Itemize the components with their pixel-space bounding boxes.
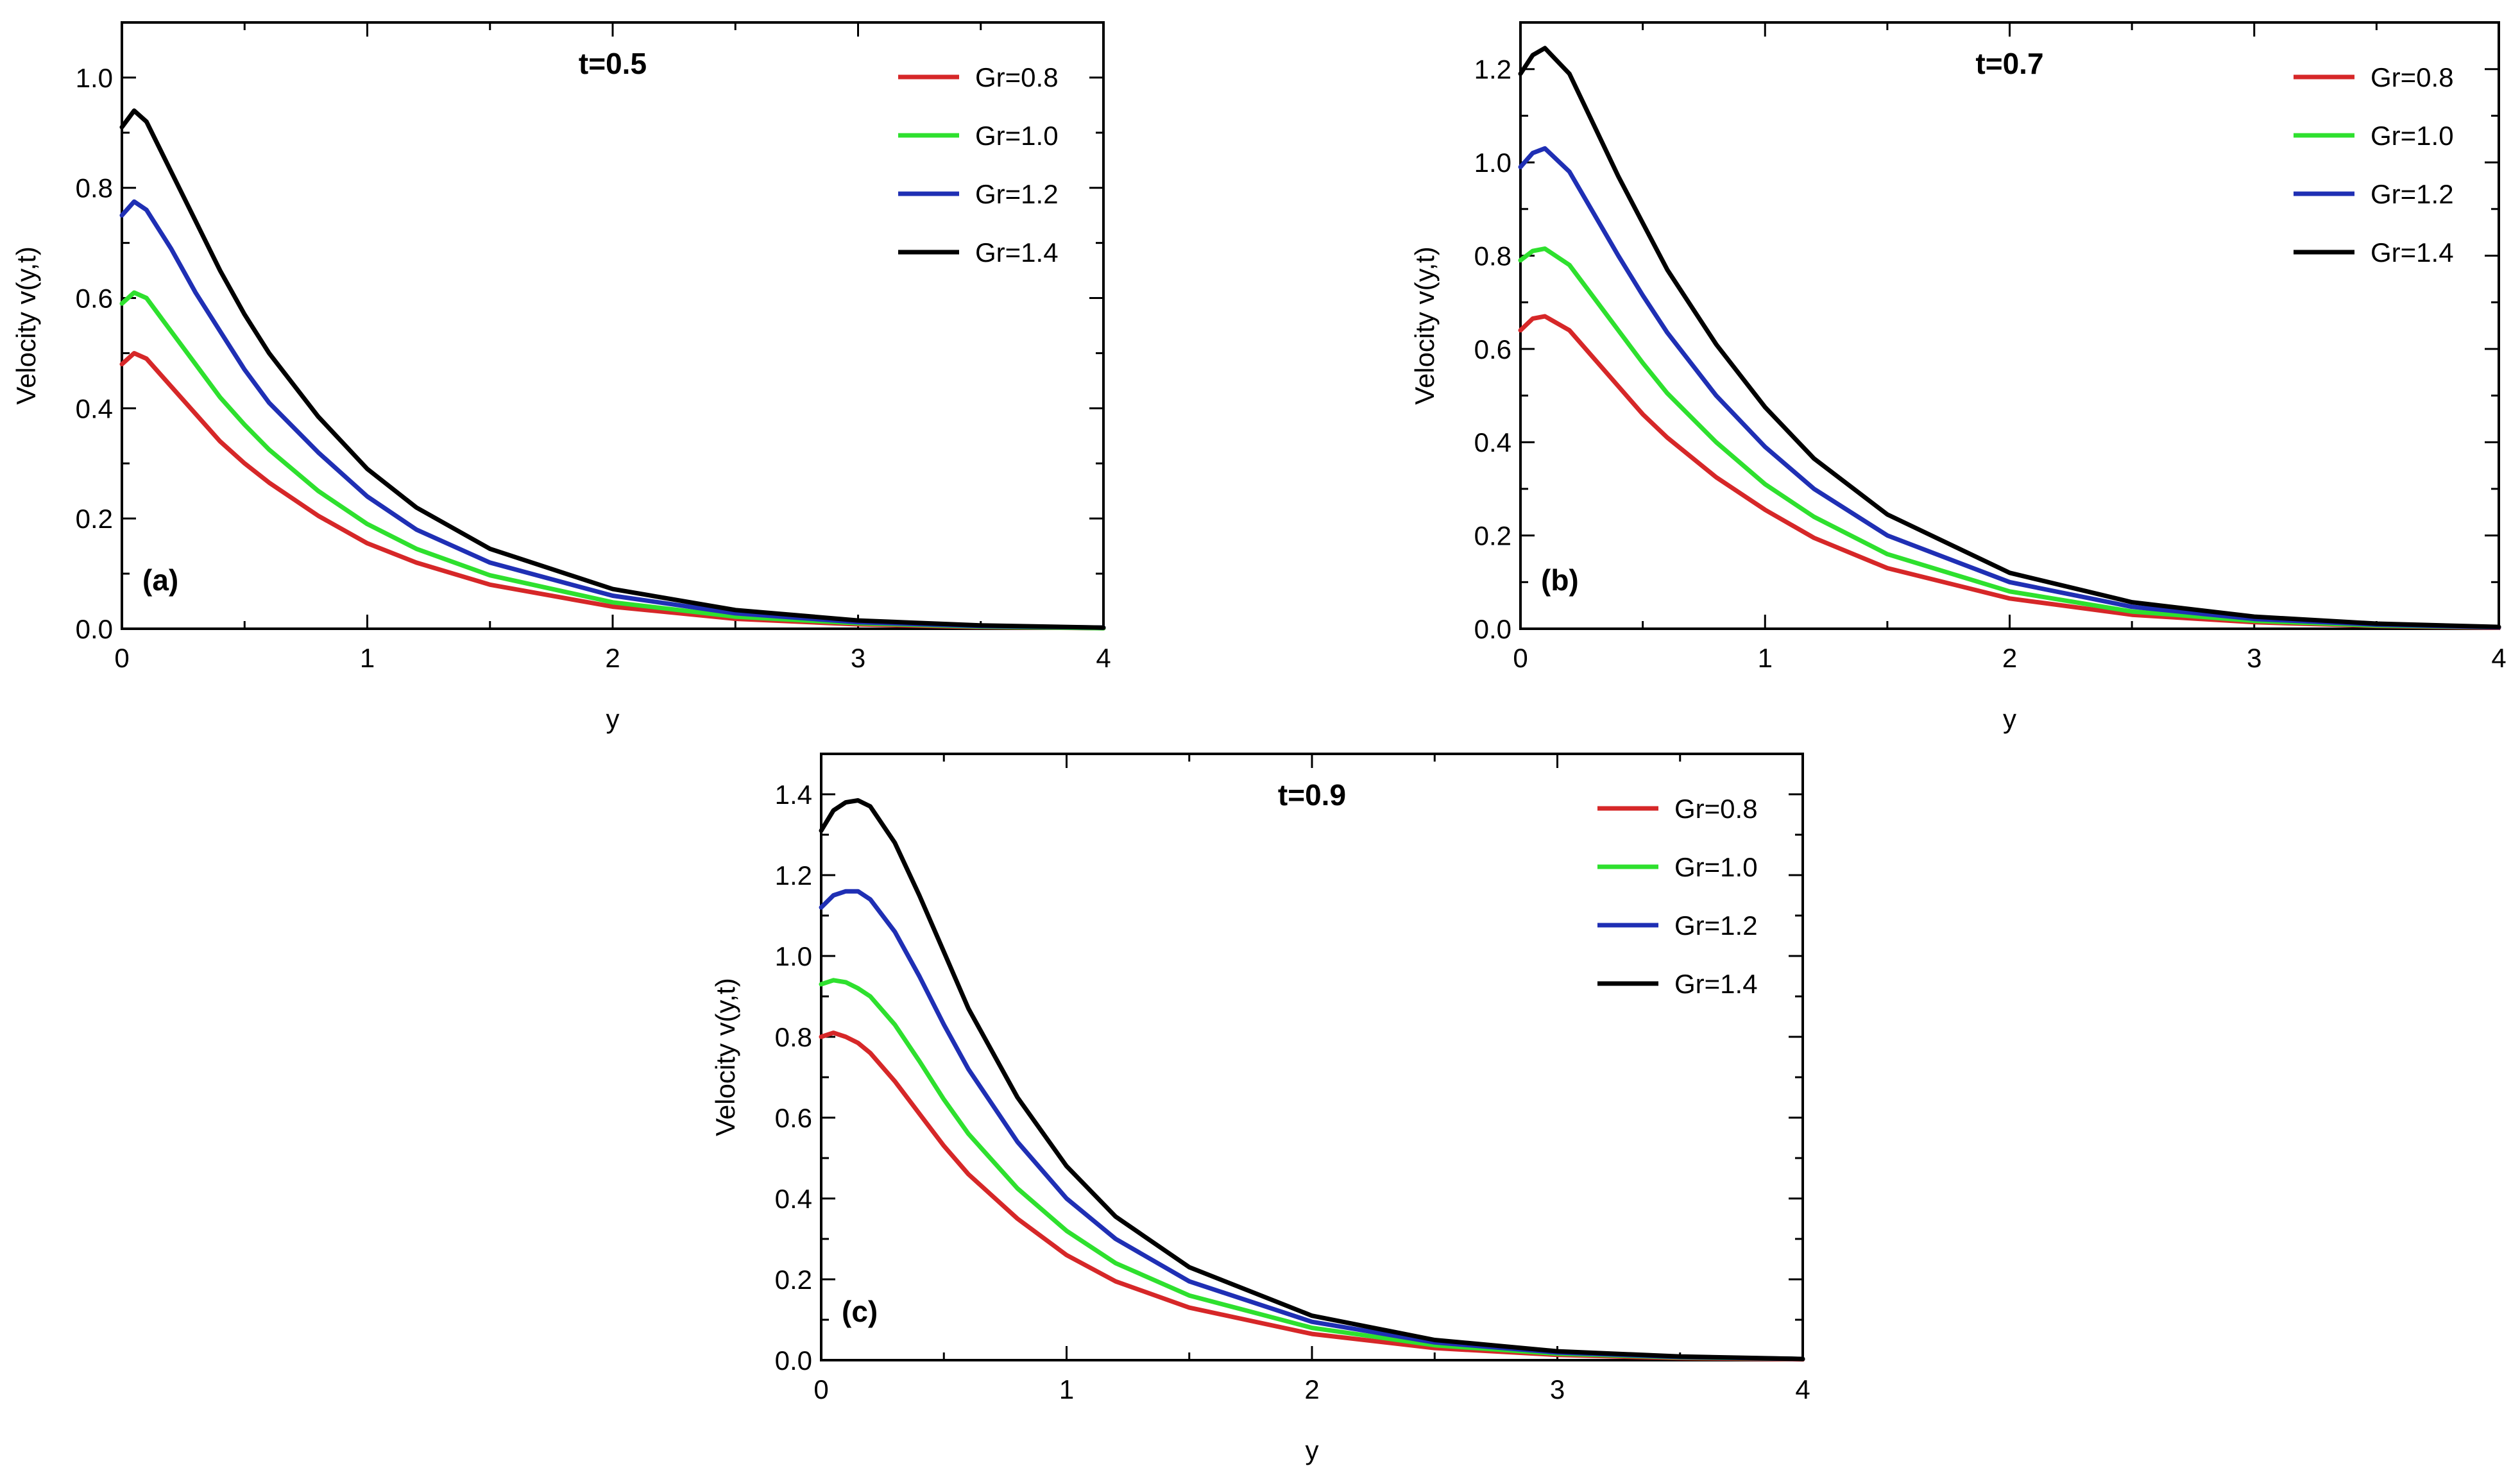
- y-tick-label: 0.2: [76, 504, 113, 534]
- x-tick-label: 4: [1795, 1374, 1810, 1404]
- y-tick-label: 0.0: [775, 1345, 812, 1376]
- y-axis-title: Velocity v(y,t): [710, 978, 740, 1136]
- x-axis-title: y: [606, 704, 620, 734]
- x-tick-label: 4: [2491, 643, 2506, 673]
- x-tick-label: 2: [1304, 1374, 1319, 1404]
- panel-b: 0 1 2 3 4 0.0 0.2 0.4 0.6 0.8 1.0 1.2 y Velocity v(y,…: [1409, 21, 2507, 734]
- panel-label: (a): [142, 563, 178, 597]
- series-line-gr-1-4: [1518, 46, 2501, 629]
- legend-label: Gr=0.8: [2371, 62, 2454, 92]
- legend-label: Gr=0.8: [1674, 794, 1758, 824]
- series-line-gr-1-4: [119, 108, 1106, 630]
- plot-frame: [1519, 21, 2500, 630]
- panel-label: (b): [1541, 563, 1579, 597]
- x-tick-label: 4: [1096, 643, 1111, 673]
- y-tick-label: 0.4: [76, 393, 113, 423]
- y-tick-label: 0.4: [775, 1184, 812, 1214]
- y-tick-label: 1.2: [1474, 55, 1511, 85]
- legend-label: Gr=1.4: [2371, 237, 2454, 268]
- y-tick-label: 0.6: [775, 1103, 812, 1133]
- legend-label: Gr=1.2: [1674, 910, 1758, 941]
- series-line-gr-0-8: [1518, 314, 2501, 630]
- y-tick-label: 0.8: [1474, 241, 1511, 271]
- legend-label: Gr=1.2: [975, 179, 1059, 209]
- series-line-gr-1-2: [1518, 146, 2501, 630]
- y-tick-label: 0.2: [775, 1265, 812, 1295]
- x-axis-title: y: [1306, 1435, 1319, 1465]
- x-tick-label: 0: [114, 643, 129, 673]
- y-tick-label: 1.4: [775, 780, 812, 810]
- y-axis-title: Velocity v(y,t): [11, 246, 41, 405]
- legend-label: Gr=0.8: [975, 62, 1059, 92]
- x-tick-label: 3: [2247, 643, 2261, 673]
- plot-frame: [820, 753, 1804, 1361]
- series-line-gr-1-0: [819, 978, 1805, 1361]
- legend-label: Gr=1.2: [2371, 179, 2454, 209]
- x-tick-label: 2: [605, 643, 620, 673]
- y-tick-label: 0.8: [76, 173, 113, 203]
- y-tick-label: 0.0: [1474, 614, 1511, 644]
- y-tick-label: 0.4: [1474, 427, 1511, 457]
- x-tick-label: 0: [1513, 643, 1528, 673]
- x-axis-title: y: [2003, 704, 2016, 734]
- x-tick-label: 3: [1550, 1374, 1565, 1404]
- x-tick-label: 1: [360, 643, 375, 673]
- x-tick-label: 2: [2002, 643, 2017, 673]
- y-tick-label: 1.2: [775, 860, 812, 891]
- plot-frame: [121, 21, 1105, 630]
- y-tick-label: 0.8: [775, 1022, 812, 1052]
- panel-c: 0 1 2 3 4 0.0 0.2 0.4 0.6 0.8 1.0 1.2 1.4 y Velocity v…: [710, 753, 1810, 1465]
- legend-label: Gr=1.4: [975, 237, 1059, 268]
- legend-label: Gr=1.0: [975, 121, 1059, 151]
- panel-title: t=0.5: [579, 47, 647, 80]
- panel-title: t=0.7: [1975, 47, 2043, 80]
- legend-label: Gr=1.0: [2371, 121, 2454, 151]
- series-line-gr-1-4: [819, 798, 1805, 1361]
- series-line-gr-0-8: [819, 1030, 1805, 1362]
- y-tick-label: 0.6: [1474, 334, 1511, 364]
- panel-label: (c): [842, 1295, 878, 1328]
- panel-title: t=0.9: [1278, 778, 1346, 812]
- legend-label: Gr=1.0: [1674, 852, 1758, 882]
- y-tick-label: 0.2: [1474, 521, 1511, 551]
- x-tick-label: 0: [813, 1374, 828, 1404]
- x-tick-label: 1: [1758, 643, 1773, 673]
- panel-a: 0 1 2 3 4 0.0 0.2 0.4 0.6 0.8 1.0 y Velocity v(y,t) t…: [11, 21, 1111, 734]
- series-line-gr-1-0: [1518, 246, 2501, 630]
- series-line-gr-1-0: [119, 290, 1106, 631]
- series-line-gr-1-2: [119, 199, 1106, 630]
- x-tick-label: 1: [1059, 1374, 1074, 1404]
- legend-label: Gr=1.4: [1674, 969, 1758, 999]
- y-tick-label: 0.0: [76, 614, 113, 644]
- y-tick-label: 1.0: [775, 941, 812, 971]
- series-line-gr-1-2: [819, 889, 1805, 1361]
- y-axis-title: Velocity v(y,t): [1409, 246, 1440, 405]
- x-tick-label: 3: [851, 643, 865, 673]
- y-tick-label: 1.0: [1474, 148, 1511, 178]
- y-tick-label: 0.6: [76, 284, 113, 314]
- y-tick-label: 1.0: [76, 63, 113, 93]
